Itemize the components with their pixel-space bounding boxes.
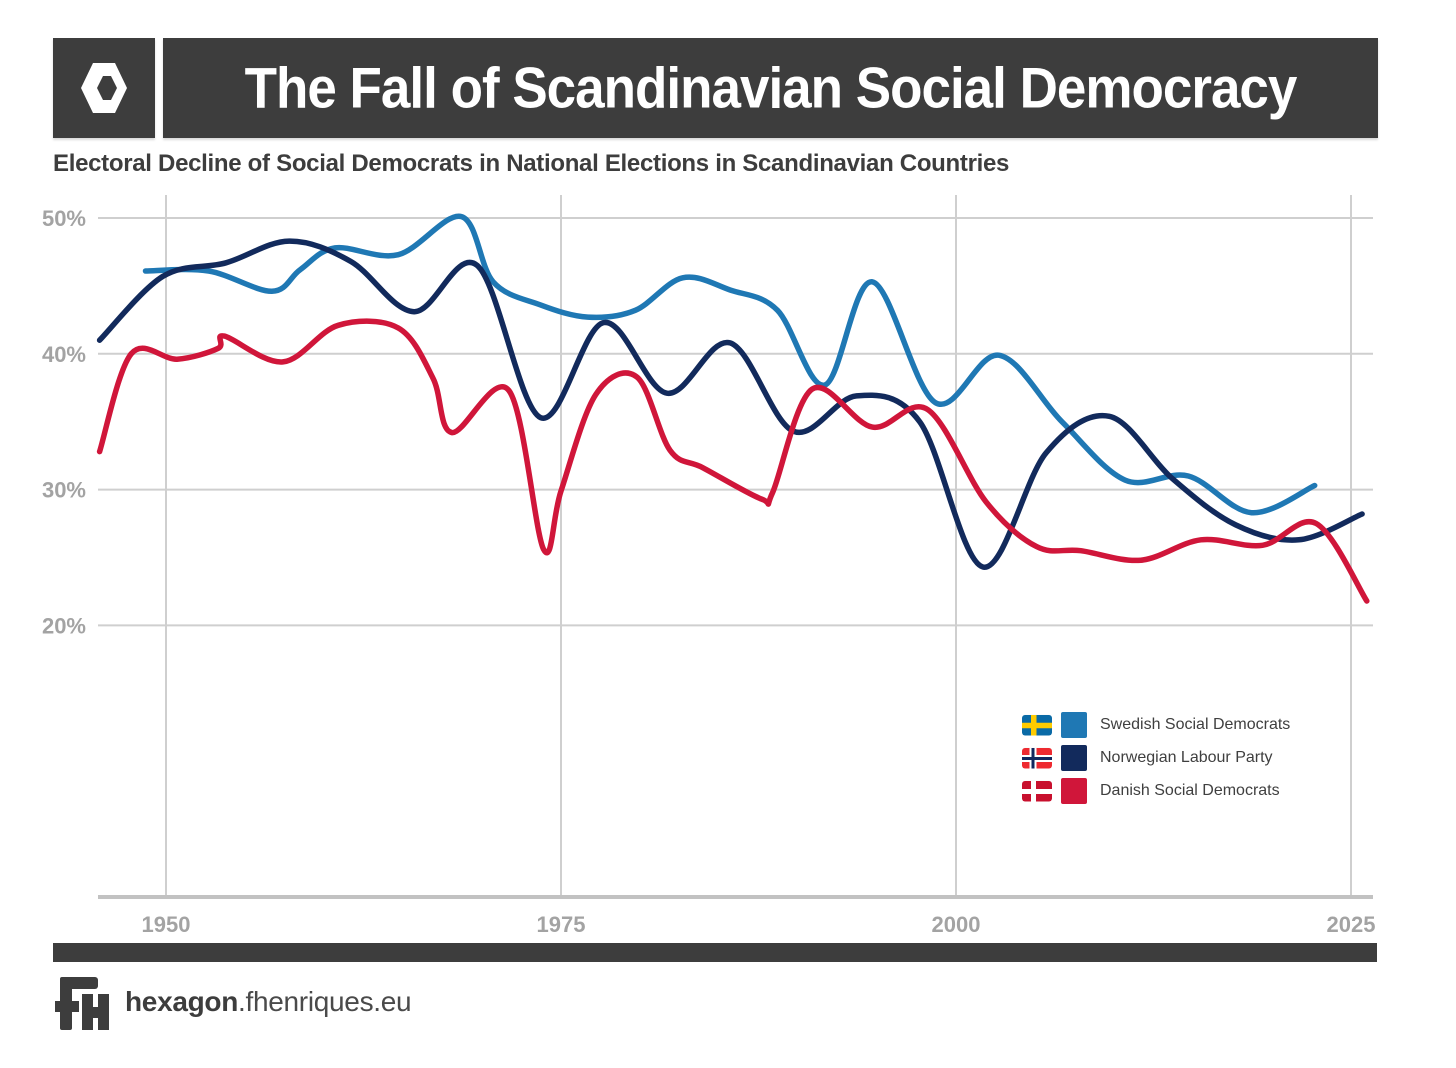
legend-item-sweden: Swedish Social Democrats	[1022, 712, 1290, 738]
title-bar: The Fall of Scandinavian Social Democrac…	[163, 38, 1378, 138]
legend-swatch-1	[1061, 745, 1087, 771]
footer-brand: hexagon	[125, 986, 239, 1017]
footer-site-text: hexagon.fhenriques.eu	[125, 986, 412, 1018]
chart-subtitle: Electoral Decline of Social Democrats in…	[53, 150, 1010, 177]
hexagon-logo-icon	[81, 63, 127, 113]
x-axis-tick-2025: 2025	[1327, 912, 1376, 937]
footer-divider-bar	[53, 943, 1377, 962]
brand-logo-box	[53, 38, 155, 138]
legend-swatch-2	[1061, 778, 1087, 804]
legend: Swedish Social Democrats Norwegian Labou…	[1022, 712, 1290, 804]
legend-item-denmark: Danish Social Democrats	[1022, 778, 1290, 804]
series-line-norwegian-labour-party	[96, 238, 1365, 570]
legend-label: Norwegian Labour Party	[1100, 749, 1273, 766]
y-axis-tick-40: 40%	[42, 342, 86, 367]
footer-domain: .fhenriques.eu	[238, 986, 412, 1017]
denmark-flag-icon	[1022, 781, 1052, 802]
x-axis-tick-1975: 1975	[537, 912, 586, 937]
series-line-swedish-social-democrats	[142, 213, 1318, 516]
legend-swatch-0	[1061, 712, 1087, 738]
y-axis-tick-50: 50%	[42, 206, 86, 231]
page-title: The Fall of Scandinavian Social Democrac…	[244, 56, 1298, 120]
legend-item-norway: Norwegian Labour Party	[1022, 745, 1290, 771]
y-axis-tick-30: 30%	[42, 478, 86, 503]
sweden-flag-icon	[1022, 715, 1052, 736]
fh-monogram-icon	[55, 977, 109, 1030]
y-axis-tick-20: 20%	[42, 613, 86, 638]
legend-label: Swedish Social Democrats	[1100, 716, 1291, 733]
x-axis-tick-1950: 1950	[142, 912, 191, 937]
x-axis-tick-2000: 2000	[932, 912, 981, 937]
legend-label: Danish Social Democrats	[1100, 782, 1280, 799]
norway-flag-icon	[1022, 748, 1052, 769]
series-line-danish-social-democrats	[96, 318, 1370, 604]
footer: hexagon.fhenriques.eu	[55, 974, 412, 1030]
